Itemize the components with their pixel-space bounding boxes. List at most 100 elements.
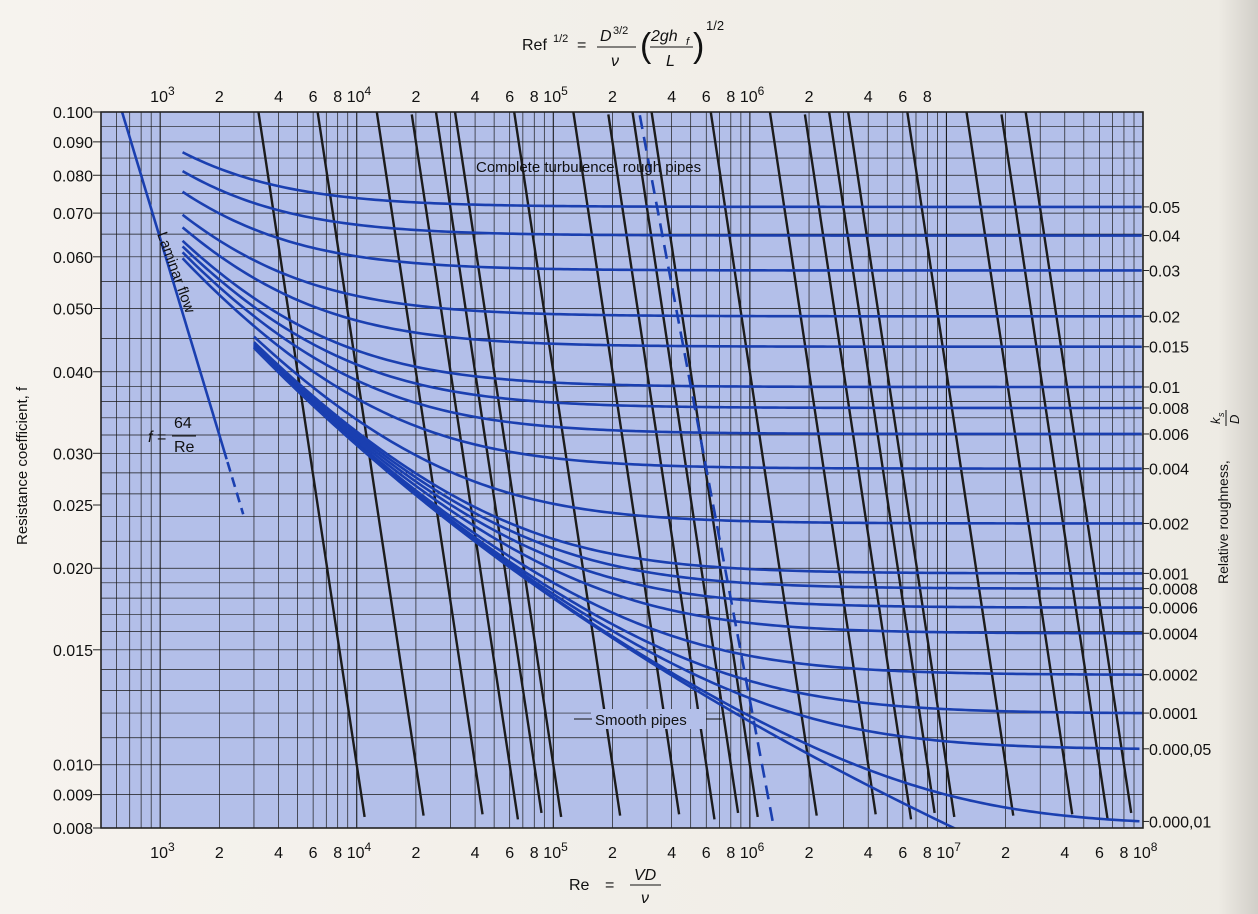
roughness-label: 0.0001 xyxy=(1149,706,1198,723)
roughness-curve xyxy=(181,239,1142,389)
roughness-label: 0.002 xyxy=(1149,516,1189,533)
roughness-label: 0.03 xyxy=(1149,263,1180,280)
right-label-text: Relative roughness, xyxy=(1215,460,1231,584)
x-label-lhs: Re xyxy=(569,877,590,894)
x-tick-label: 8 xyxy=(923,845,932,862)
laminar-flow-line xyxy=(120,112,245,515)
roughness-curve xyxy=(253,341,1143,575)
ref-line xyxy=(768,112,877,815)
y-tick-label: 0.090 xyxy=(53,135,93,152)
roughness-label: 0.05 xyxy=(1149,200,1180,217)
ref-line xyxy=(631,112,740,814)
top-tick-label: 6 xyxy=(505,89,514,106)
y-tick-label: 0.060 xyxy=(53,250,93,267)
laminar-formula-lhs: f xyxy=(148,429,154,446)
top-formula-num1: D xyxy=(600,28,612,45)
x-tick-label: 2 xyxy=(608,845,617,862)
smooth-pipes-label: Smooth pipes xyxy=(595,712,687,729)
roughness-label: 0.02 xyxy=(1149,309,1180,326)
y-tick-label: 0.040 xyxy=(53,365,93,382)
top-formula: Ref 1/2 = D 3/2 ν ( 2gh f L ) 1/2 xyxy=(522,18,724,70)
right-label-den: D xyxy=(1227,415,1242,424)
y-tick-label: 0.080 xyxy=(53,168,93,185)
roughness-curve xyxy=(181,257,1142,470)
right-label-num: k xyxy=(1208,416,1223,424)
y-tick-label: 0.070 xyxy=(53,206,93,223)
roughness-label: 0.0004 xyxy=(1149,626,1198,643)
roughness-label: 0.000,01 xyxy=(1149,814,1211,831)
right-axis-label: Relative roughness, k s D xyxy=(1208,410,1242,584)
top-tick-label: 8 xyxy=(726,89,735,106)
x-tick-label: 2 xyxy=(1001,845,1010,862)
top-formula-outer-exp: 1/2 xyxy=(706,18,724,33)
roughness-labels: 0.05 0.04 0.03 0.02 0.015 0.01 0.008 0.006 0.004… xyxy=(1143,200,1211,831)
x-tick-label: 4 xyxy=(864,845,873,862)
top-tick-label: 2 xyxy=(805,89,814,106)
top-formula-num2-sub: f xyxy=(686,36,690,48)
top-tick-label: 2 xyxy=(411,89,420,106)
y-tick-label: 0.030 xyxy=(53,446,93,463)
x-tick-label: 6 xyxy=(309,845,318,862)
top-tick-label: 6 xyxy=(702,89,711,106)
x-tick-label: 103 xyxy=(150,840,175,862)
y-tick-label: 0.009 xyxy=(53,788,93,805)
y-tick-label: 0.050 xyxy=(53,301,93,318)
roughness-label: 0.0008 xyxy=(1149,582,1198,599)
laminar-formula: f = 64 Re xyxy=(148,415,196,456)
x-tick-label: 4 xyxy=(471,845,480,862)
x-tick-label: 104 xyxy=(347,840,372,862)
svg-text:): ) xyxy=(693,27,704,65)
roughness-label: 0.0002 xyxy=(1149,668,1198,685)
ref-line xyxy=(453,112,563,818)
ref-line xyxy=(1000,114,1109,820)
x-tick-label: 4 xyxy=(274,845,283,862)
x-tick-label: 8 xyxy=(333,845,342,862)
laminar-formula-den: Re xyxy=(174,439,195,456)
x-tick-label: 2 xyxy=(805,845,814,862)
smooth-pipe-curve xyxy=(253,346,957,828)
top-tick-label: 6 xyxy=(309,89,318,106)
top-tick-label: 8 xyxy=(530,89,539,106)
ref-line xyxy=(512,112,622,816)
ref-line xyxy=(827,112,936,814)
roughness-curve xyxy=(181,251,1142,436)
y-axis-label: Resistance coefficient, f xyxy=(14,386,31,545)
roughness-curves xyxy=(181,115,1143,828)
top-tick-label: 2 xyxy=(608,89,617,106)
top-tick-label: 6 xyxy=(898,89,907,106)
top-tick-label: 8 xyxy=(333,89,342,106)
roughness-curve xyxy=(253,345,1143,676)
top-tick-label: 2 xyxy=(215,89,224,106)
complete-turbulence-label: Complete turbulence, rough pipes xyxy=(476,159,701,176)
top-formula-num1-exp: 3/2 xyxy=(613,25,628,37)
top-formula-den1: ν xyxy=(611,53,619,70)
ref-line xyxy=(906,112,1015,816)
x-tick-label: 8 xyxy=(530,845,539,862)
x-tick-label: 6 xyxy=(1095,845,1104,862)
y-tick-label: 0.015 xyxy=(53,643,93,660)
svg-text:=: = xyxy=(605,877,614,894)
x-tick-label: 107 xyxy=(936,840,961,862)
ref-line xyxy=(709,112,818,816)
top-formula-den2: L xyxy=(666,53,675,70)
svg-text:(: ( xyxy=(640,27,652,65)
top-tick-label: 106 xyxy=(740,84,765,106)
roughness-label: 0.001 xyxy=(1149,566,1189,583)
x-tick-label: 4 xyxy=(667,845,676,862)
x-tick-label: 6 xyxy=(898,845,907,862)
x-label-den: ν xyxy=(641,890,649,907)
top-tick-label: 4 xyxy=(864,89,873,106)
roughness-curve xyxy=(181,245,1142,410)
roughness-curve xyxy=(181,190,1142,272)
x-tick-label: 105 xyxy=(543,840,568,862)
laminar-formula-num: 64 xyxy=(174,415,192,432)
top-tick-label: 4 xyxy=(667,89,676,106)
top-formula-num2: 2gh xyxy=(650,28,678,45)
ref-line xyxy=(803,114,913,820)
roughness-curve xyxy=(181,151,1142,209)
ref-line xyxy=(607,114,716,820)
x-tick-label: 2 xyxy=(411,845,420,862)
roughness-label: 0.006 xyxy=(1149,427,1189,444)
roughness-label: 0.000,05 xyxy=(1149,742,1211,759)
